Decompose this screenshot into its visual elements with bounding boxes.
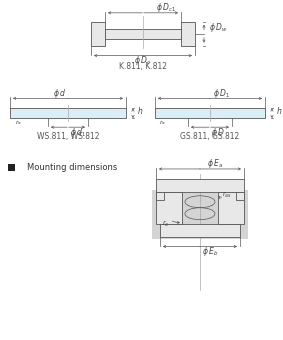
Text: $h$: $h$ <box>137 105 143 116</box>
Text: $r_{as}$: $r_{as}$ <box>222 190 232 200</box>
Bar <box>160 224 240 237</box>
Text: $\phi\,D_w$: $\phi\,D_w$ <box>209 21 227 34</box>
Text: $\phi\,D_1$: $\phi\,D_1$ <box>213 87 230 100</box>
Text: $r_a$: $r_a$ <box>160 118 166 127</box>
Text: $r_a$: $r_a$ <box>14 118 22 127</box>
Text: $\phi\,d$: $\phi\,d$ <box>53 87 67 100</box>
Bar <box>8 164 15 171</box>
Text: $\phi\,D_{c1}$: $\phi\,D_{c1}$ <box>156 1 176 14</box>
Bar <box>10 108 126 118</box>
Text: Mounting dimensions: Mounting dimensions <box>27 164 117 172</box>
Text: $\phi\,D$: $\phi\,D$ <box>211 126 225 139</box>
Bar <box>156 179 244 192</box>
Bar <box>152 190 248 239</box>
Text: $\phi\,E_a$: $\phi\,E_a$ <box>207 157 223 170</box>
Text: WS.811, WS.812: WS.811, WS.812 <box>37 132 99 141</box>
Text: $h$: $h$ <box>276 105 282 116</box>
Bar <box>91 22 105 46</box>
Text: $\phi\,E_b$: $\phi\,E_b$ <box>202 245 218 258</box>
Bar <box>236 192 244 200</box>
Bar <box>155 108 265 118</box>
Text: $\phi\,d_1$: $\phi\,d_1$ <box>70 126 86 139</box>
Bar <box>218 192 244 224</box>
Text: $r_a$: $r_a$ <box>162 219 170 229</box>
Bar <box>105 29 181 39</box>
Text: K.811, K.812: K.811, K.812 <box>119 62 167 71</box>
Bar <box>156 192 164 200</box>
Bar <box>181 22 195 46</box>
Bar <box>156 192 182 224</box>
Text: $\phi\,D_c$: $\phi\,D_c$ <box>134 54 151 67</box>
Text: GS.811, GS.812: GS.811, GS.812 <box>180 132 240 141</box>
